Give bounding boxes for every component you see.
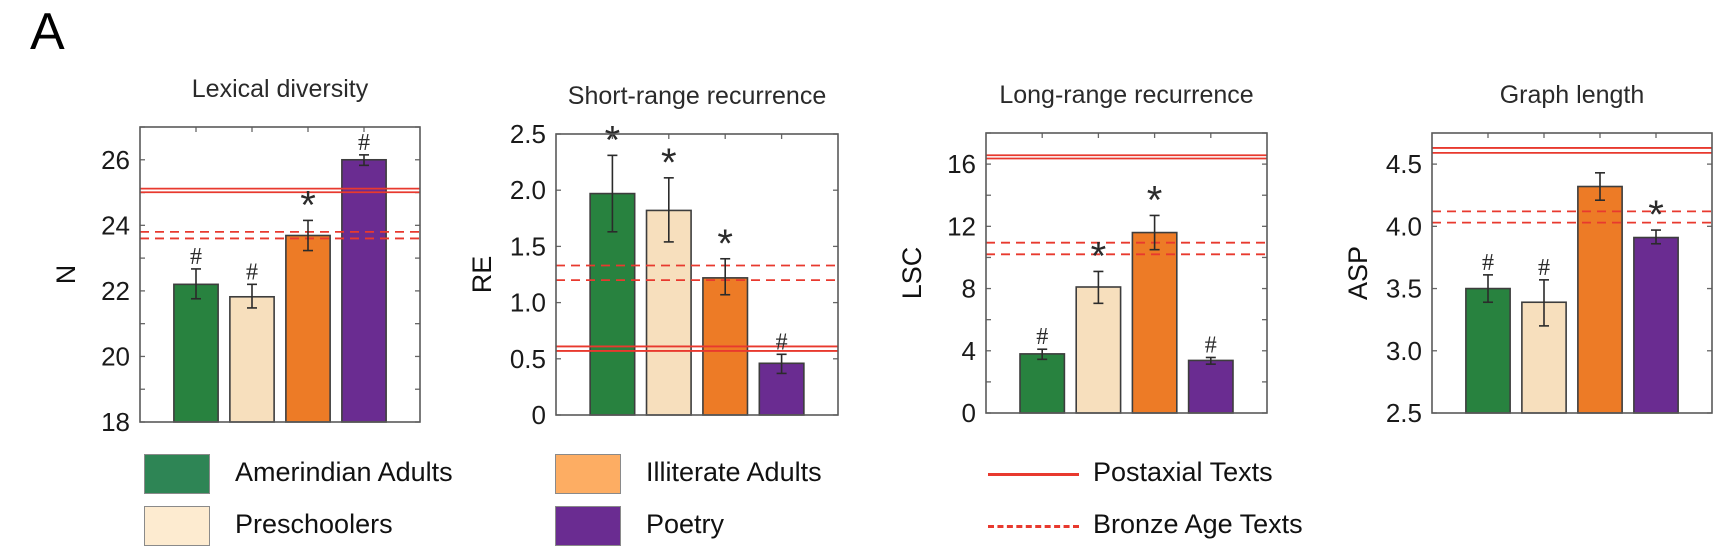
- y-tick-label: 4.5: [1386, 149, 1422, 179]
- y-tick-label: 2.5: [510, 119, 546, 149]
- bar-preschoolers: [1075, 286, 1122, 414]
- legend-label-bronze-age-texts: Bronze Age Texts: [1093, 509, 1303, 539]
- panel-short-range-recurrence: Short-range recurrence RE 0 0.5 1.0 1.5 2.0 2.5…: [467, 82, 839, 430]
- significance-star: *: [605, 118, 621, 162]
- axes-frame: [555, 133, 839, 416]
- bar-amerindian-adults: [1465, 287, 1511, 414]
- significance-star: *: [661, 141, 677, 185]
- error-bar: [1539, 279, 1549, 327]
- bar-poetry: [1633, 236, 1679, 414]
- legend-label-postaxial-texts: Postaxial Texts: [1093, 457, 1273, 487]
- y-tick-label: 12: [947, 211, 976, 241]
- significance-star: *: [1648, 193, 1664, 237]
- significance-hash: #: [1538, 255, 1550, 281]
- y-tick-label: 24: [101, 210, 130, 240]
- chart-title: Long-range recurrence: [999, 81, 1253, 109]
- chart-title: Short-range recurrence: [568, 82, 826, 110]
- panel-lexical-diversity: Lexical diversity N 18 20 22 24 26 # # * #: [51, 75, 421, 437]
- significance-star: *: [1147, 178, 1163, 222]
- y-tick-label: 3.5: [1386, 274, 1422, 304]
- significance-hash: #: [1482, 250, 1494, 276]
- legend-swatch-preschoolers: [144, 506, 210, 546]
- error-bar: [1205, 356, 1216, 365]
- significance-hash: #: [190, 244, 202, 270]
- legend-label-preschoolers: Preschoolers: [235, 509, 393, 539]
- y-tick-label: 0.5: [510, 344, 546, 374]
- y-tick-label: 20: [101, 341, 130, 371]
- error-bar: [1651, 229, 1661, 245]
- legend-swatch-illiterate-adults: [555, 454, 621, 494]
- y-tick-label: 22: [101, 276, 130, 306]
- error-bar: [1037, 348, 1048, 361]
- panel-letter: A: [30, 3, 65, 61]
- y-axis-label: LSC: [897, 247, 927, 300]
- significance-hash: #: [776, 329, 788, 355]
- error-bar: [247, 283, 257, 309]
- panel-long-range-recurrence: Long-range recurrence LSC 0 4 8 12 16 # * * #: [897, 81, 1268, 428]
- y-tick-label: 3.0: [1386, 336, 1422, 366]
- bar-chart-figure: Lexical diversityN1820222426##*#Short-ra…: [51, 75, 1713, 437]
- legend-label-illiterate-adults: Illiterate Adults: [646, 457, 822, 487]
- error-bar: [1149, 214, 1160, 251]
- bar-poetry: [341, 158, 387, 423]
- legend-label-poetry: Poetry: [646, 509, 725, 539]
- significance-star: *: [300, 183, 316, 227]
- significance-hash: #: [1036, 324, 1048, 350]
- bar-amerindian-adults: [1019, 353, 1066, 414]
- y-tick-label: 8: [962, 274, 976, 304]
- significance-star: *: [717, 222, 733, 266]
- chart-title: Graph length: [1500, 81, 1645, 109]
- significance-star: *: [1091, 234, 1107, 278]
- y-axis-label: ASP: [1343, 246, 1373, 300]
- error-bar: [607, 154, 618, 233]
- chart-title: Lexical diversity: [192, 75, 369, 103]
- error-bar: [359, 154, 369, 167]
- y-tick-label: 1.0: [510, 288, 546, 318]
- y-tick-label: 16: [947, 149, 976, 179]
- y-tick-label: 4.0: [1386, 211, 1422, 241]
- error-bar: [1093, 270, 1104, 305]
- axes-frame: [1431, 132, 1713, 414]
- error-bar: [776, 353, 787, 375]
- legend-line-postaxial-texts: [988, 473, 1079, 476]
- y-tick-label: 4: [962, 336, 976, 366]
- error-bar: [303, 219, 313, 252]
- axes-frame: [139, 126, 421, 423]
- y-axis-label: N: [51, 265, 81, 285]
- error-bar: [1595, 172, 1605, 201]
- error-bar: [1483, 274, 1493, 304]
- error-bar: [663, 177, 674, 243]
- y-tick-label: 2.0: [510, 175, 546, 205]
- y-tick-label: 18: [101, 407, 130, 437]
- legend-swatch-poetry: [555, 506, 621, 546]
- y-tick-label: 2.5: [1386, 398, 1422, 428]
- legend-label-amerindian-adults: Amerindian Adults: [235, 457, 453, 487]
- significance-hash: #: [246, 259, 258, 285]
- bar-poetry: [1187, 359, 1234, 414]
- significance-hash: #: [1205, 332, 1217, 358]
- y-axis-label: RE: [467, 256, 497, 294]
- legend-swatch-amerindian-adults: [144, 454, 210, 494]
- significance-hash: #: [358, 130, 370, 156]
- panel-graph-length: Graph length ASP 2.5 3.0 3.5 4.0 4.5 # # *: [1343, 81, 1713, 428]
- bar-illiterate-adults: [285, 234, 331, 423]
- bar-preschoolers: [229, 295, 275, 423]
- bar-amerindian-adults: [173, 283, 219, 423]
- y-tick-label: 0: [532, 400, 546, 430]
- error-bar: [191, 268, 201, 300]
- y-tick-label: 26: [101, 145, 130, 175]
- error-bar: [720, 257, 731, 296]
- legend-line-bronze-age-texts: [988, 525, 1079, 528]
- bar-illiterate-adults: [1577, 185, 1623, 414]
- y-tick-label: 1.5: [510, 231, 546, 261]
- y-tick-label: 0: [962, 398, 976, 428]
- axes-frame: [985, 132, 1268, 414]
- bar-illiterate-adults: [1131, 231, 1178, 414]
